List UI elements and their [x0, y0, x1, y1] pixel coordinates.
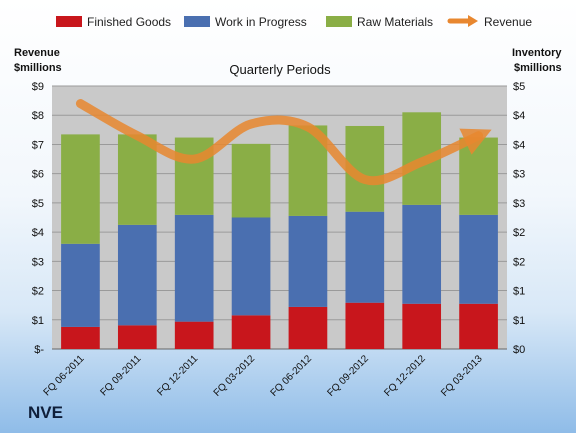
legend-swatch-work-in-progress	[184, 16, 210, 27]
bar-work-in-progress	[288, 215, 328, 307]
right-axis-title-line2: $millions	[514, 62, 562, 74]
x-tick-label: FQ 12-2012	[382, 353, 428, 399]
left-tick-label: $6	[32, 169, 44, 181]
legend-label-revenue: Revenue	[484, 15, 532, 29]
x-tick-label: FQ 03-2012	[212, 353, 258, 399]
x-tick-label: FQ 06-2012	[269, 353, 315, 399]
bar-raw-materials	[231, 143, 271, 218]
bar-finished-goods	[117, 325, 157, 349]
left-tick-label: $2	[32, 286, 44, 298]
right-axis-title-line1: Inventory	[512, 47, 562, 59]
legend: Finished Goods Work in Progress Raw Mate…	[56, 15, 532, 29]
right-tick-label: $1	[513, 286, 525, 298]
right-tick-label: $2	[513, 256, 525, 268]
right-tick-label: $4	[513, 139, 525, 151]
revenue-point	[250, 123, 252, 125]
legend-swatch-finished-goods	[56, 16, 82, 27]
left-axis-title-line2: $millions	[14, 62, 62, 74]
revenue-point	[193, 158, 195, 160]
revenue-point	[421, 161, 423, 163]
revenue-point	[478, 135, 480, 137]
right-tick-label: $3	[513, 169, 525, 181]
bar-raw-materials	[117, 134, 157, 225]
legend-swatch-raw-materials	[326, 16, 352, 27]
right-axis-ticks: $0 $1 $1 $2 $2 $3 $3 $4 $4 $5	[513, 81, 525, 356]
left-tick-label: $5	[32, 198, 44, 210]
legend-arrow-revenue	[468, 15, 478, 27]
x-axis-ticks: FQ 06-2011 FQ 09-2011 FQ 12-2011 FQ 03-2012…	[42, 353, 485, 399]
revenue-point	[307, 126, 309, 128]
bar-work-in-progress	[117, 224, 157, 326]
left-axis-ticks: $- $1 $2 $3 $4 $5 $6 $7 $8 $9	[32, 81, 45, 356]
revenue-point	[136, 135, 138, 137]
bar-work-in-progress	[459, 214, 498, 304]
brand-label: NVE	[28, 403, 63, 422]
x-tick-label: FQ 09-2011	[98, 353, 143, 398]
bar-finished-goods	[231, 315, 271, 349]
bar-work-in-progress	[345, 211, 385, 303]
bar-finished-goods	[61, 326, 100, 349]
left-tick-label: $3	[32, 256, 44, 268]
bar-work-in-progress	[174, 214, 214, 322]
bar-finished-goods	[174, 321, 214, 349]
x-tick-label: FQ 09-2012	[325, 353, 371, 399]
bar-raw-materials	[61, 134, 100, 244]
revenue-line-path	[75, 99, 492, 186]
right-tick-label: $0	[513, 344, 525, 356]
revenue-point	[364, 179, 366, 181]
bar-work-in-progress	[402, 204, 442, 304]
legend-label-finished-goods: Finished Goods	[87, 15, 171, 29]
legend-label-raw-materials: Raw Materials	[357, 15, 433, 29]
revenue-point	[79, 103, 81, 105]
left-tick-label: $7	[32, 139, 44, 151]
legend-label-work-in-progress: Work in Progress	[215, 15, 307, 29]
right-tick-label: $2	[513, 227, 525, 239]
left-tick-label: $4	[32, 227, 44, 239]
right-tick-label: $5	[513, 81, 525, 93]
left-tick-label: $8	[32, 110, 44, 122]
x-tick-label: FQ 03-2013	[439, 353, 485, 399]
revenue-line	[75, 99, 492, 186]
bar-finished-goods	[459, 303, 498, 349]
bar-raw-materials	[459, 137, 498, 215]
bar-finished-goods	[402, 303, 442, 349]
bar-finished-goods	[288, 306, 328, 349]
right-tick-label: $4	[513, 110, 525, 122]
bar-finished-goods	[345, 302, 385, 349]
x-tick-label: FQ 12-2011	[155, 353, 200, 398]
bar-work-in-progress	[231, 217, 271, 316]
left-axis-title-line1: Revenue	[14, 47, 60, 59]
right-tick-label: $3	[513, 198, 525, 210]
left-tick-label: $1	[32, 315, 44, 327]
right-tick-label: $1	[513, 315, 525, 327]
left-tick-label: $9	[32, 81, 44, 93]
left-tick-label: $-	[34, 344, 44, 356]
bar-work-in-progress	[61, 243, 100, 327]
x-tick-label: FQ 06-2011	[42, 353, 87, 398]
plot-title: Quarterly Periods	[229, 62, 331, 77]
